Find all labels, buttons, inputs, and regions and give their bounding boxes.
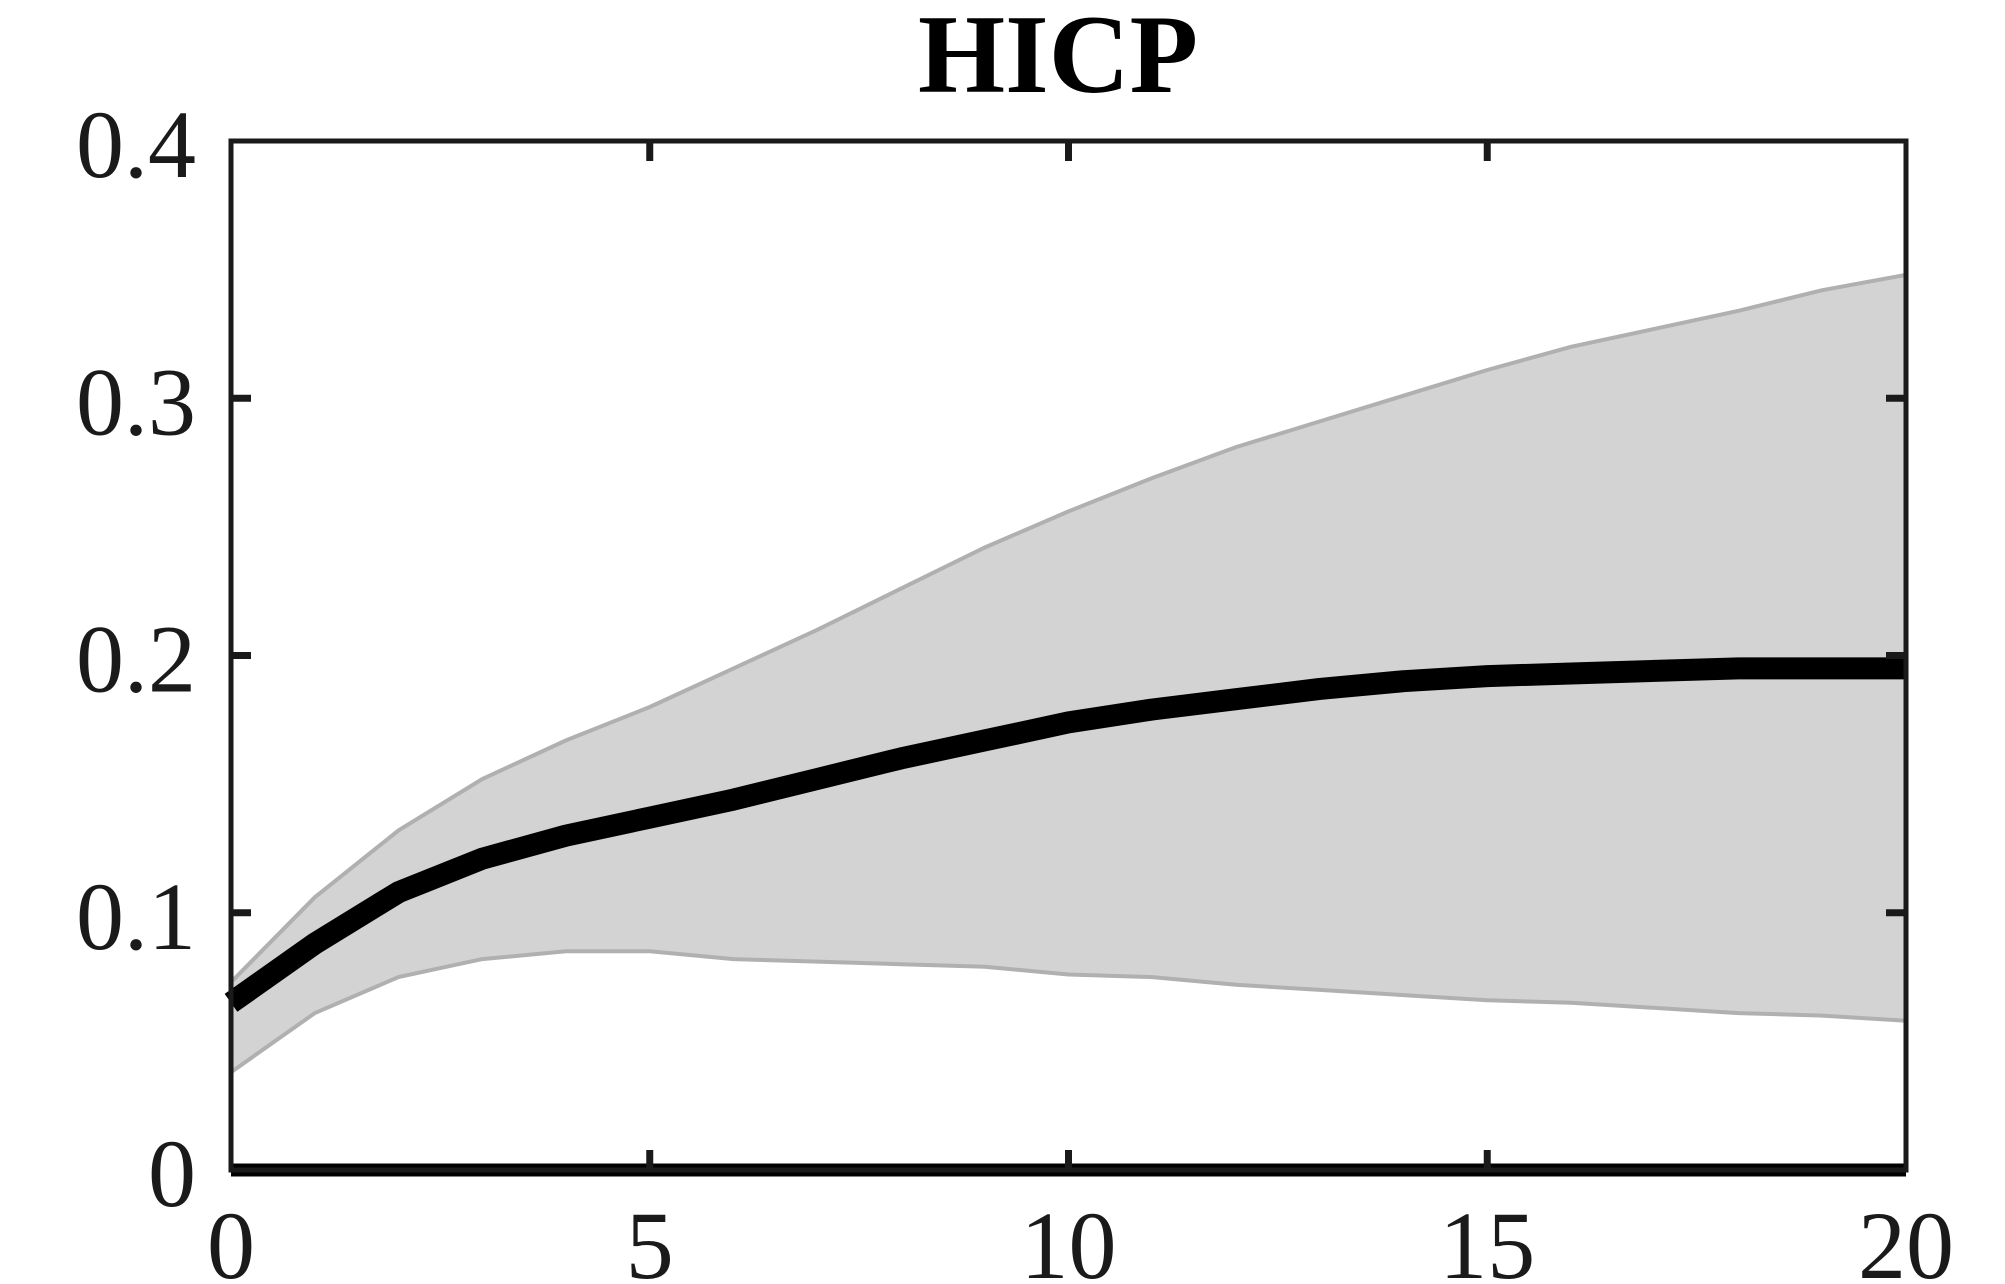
tick-marks: [231, 141, 1906, 1170]
y-tick-label: 0.2: [76, 606, 196, 713]
band-area: [231, 274, 1906, 1073]
y-tick-label: 0.3: [76, 348, 196, 455]
y-tick-label: 0.4: [76, 91, 196, 198]
y-tick-label: 0.1: [76, 863, 196, 970]
x-tick-label: 5: [626, 1192, 674, 1284]
band-upper-edge: [229, 272, 1907, 984]
x-tick-label: 20: [1858, 1192, 1954, 1284]
x-tick-label: 0: [207, 1192, 255, 1284]
median-line: [224, 657, 1906, 1012]
x-tick-label: 15: [1439, 1192, 1535, 1284]
chart-title: HICP: [918, 0, 1198, 117]
confidence-band: [229, 272, 1907, 1074]
band-lower-edge: [229, 949, 1907, 1074]
x-tick-label: 10: [1021, 1192, 1117, 1284]
tick-labels: 0 5 10 15 20 0 0.1 0.2 0.3 0.4: [76, 91, 1954, 1284]
y-tick-label: 0: [148, 1120, 196, 1227]
